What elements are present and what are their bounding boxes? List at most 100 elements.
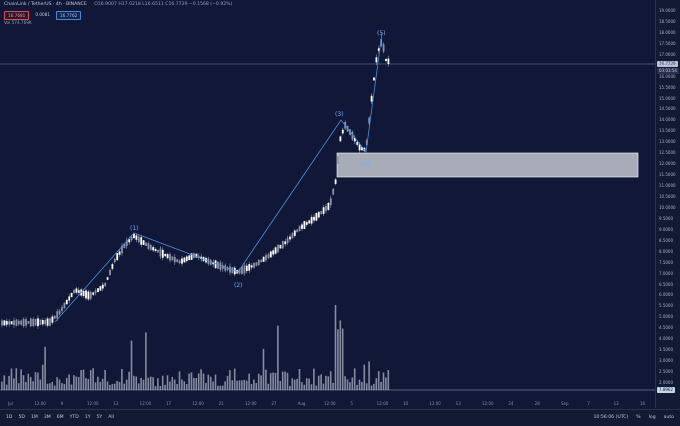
candle-body [269, 251, 272, 258]
volume-bar [260, 375, 262, 390]
bottom-toolbar: 1D 5D 1M 3M 6M YTD 1Y 5Y All 10:56:06 (UTC) % lo… [0, 409, 680, 426]
volume-bar [341, 328, 344, 390]
time-tick: 12:00 [245, 401, 257, 406]
volume-bar [61, 383, 63, 390]
volume-bar [205, 382, 207, 390]
range-button-5y[interactable]: 5Y [96, 415, 103, 420]
volume-bar [171, 377, 174, 390]
volume-bar [53, 385, 56, 390]
volume-bar [154, 385, 157, 390]
volume-bar [255, 382, 258, 390]
chart-area[interactable]: (1) (2) (3) (4) (5) ChainLink / TetherUS… [0, 0, 655, 408]
price-tick: 4.5000 [659, 325, 673, 331]
candle-body [17, 320, 20, 325]
volume-bar [267, 383, 270, 390]
volume-bar [253, 379, 255, 390]
candle-body [310, 216, 313, 224]
candle-body [29, 318, 32, 327]
wave-label-1: (1) [130, 225, 139, 232]
volume-bar [279, 380, 282, 390]
range-button-5d[interactable]: 5D [18, 415, 25, 420]
volume-bar [173, 379, 176, 390]
volume-bar [233, 368, 236, 390]
volume-bar [322, 383, 325, 390]
price-tick: 9.0000 [659, 226, 673, 232]
volume-bar [332, 382, 334, 390]
volume-bar [51, 381, 54, 390]
candle-body [154, 248, 157, 251]
volume-bar [337, 329, 339, 390]
volume-bar [116, 380, 118, 390]
candle-body [296, 229, 299, 233]
range-button-3m[interactable]: 3M [43, 415, 51, 420]
candle-body [361, 146, 363, 151]
volume-bar [377, 371, 380, 390]
percent-toggle[interactable]: % [636, 415, 641, 420]
time-tick: 13 [455, 401, 461, 406]
volume-bar [380, 381, 382, 390]
time-tick: 12:00 [324, 401, 336, 406]
price-tick: 3.0000 [659, 358, 673, 364]
volume-bar [363, 364, 366, 390]
candlesticks [1, 37, 390, 329]
candle-body [63, 302, 66, 309]
sell-button[interactable]: 16.7681 [4, 11, 30, 20]
volume-bar [325, 375, 327, 390]
candle-body [262, 256, 265, 262]
candle-body [34, 319, 37, 326]
time-tick: 17 [166, 401, 172, 406]
volume-bar [159, 385, 162, 390]
price-tick: 11.5000 [659, 172, 676, 178]
volume-bar [209, 376, 212, 390]
auto-toggle[interactable]: auto [663, 415, 674, 420]
volume-bar [385, 377, 387, 390]
volume-bar [373, 383, 375, 390]
candle-body [334, 179, 337, 184]
volume-bar [101, 378, 104, 390]
range-button-all[interactable]: All [108, 415, 114, 420]
time-tick: 27 [271, 401, 277, 406]
volume-bar [303, 384, 306, 390]
price-tick: 3.5000 [659, 347, 673, 353]
range-button-1m[interactable]: 1M [30, 415, 38, 420]
volume-bar [353, 368, 356, 390]
volume-bar [164, 384, 166, 390]
range-button-1d[interactable]: 1D [6, 415, 13, 420]
time-tick: 12:00 [376, 401, 389, 406]
volume-bar [387, 369, 390, 390]
volume-bar [329, 371, 332, 390]
candle-body [169, 254, 171, 261]
candle-body [171, 256, 174, 261]
volume-bar [221, 385, 224, 390]
volume-bar [317, 375, 320, 390]
candle-body [217, 261, 219, 269]
candle-body [286, 237, 289, 244]
range-button-6m[interactable]: 6M [56, 415, 64, 420]
range-button-ytd[interactable]: YTD [69, 415, 79, 420]
volume-bar [94, 382, 97, 390]
time-axis[interactable]: Jul 12:00 9 12:00 13 12:00 17 12:00 21 12:00 27 Aug… [0, 400, 655, 408]
volume-bar [375, 378, 378, 390]
candle-body [197, 255, 200, 258]
candle-body [82, 290, 85, 296]
price-chart[interactable]: (1) (2) (3) (4) (5) [0, 0, 655, 408]
utc-clock[interactable]: 10:56:06 (UTC) [593, 415, 629, 420]
price-tick: 16.5000 [659, 62, 676, 68]
volume-bar [118, 381, 121, 390]
price-axis[interactable]: 16.7729 03:03:54 7.8962 19.0000 18.5000 18… [655, 0, 680, 408]
volume-tag: 7.8962 [657, 387, 675, 393]
candle-body [13, 320, 15, 326]
buy-button[interactable]: 16.7762 [55, 11, 82, 20]
volume-bar [152, 377, 154, 390]
log-toggle[interactable]: log [648, 415, 656, 420]
volume-bar [25, 381, 27, 390]
volume-label: Vol 574.769K [4, 20, 32, 25]
candle-body [274, 247, 277, 254]
volume-bar [46, 383, 49, 390]
candle-body [15, 319, 18, 326]
volume-bar [121, 368, 123, 390]
volume-bar [320, 374, 322, 390]
candle-body [111, 264, 114, 269]
range-button-1y[interactable]: 1Y [84, 415, 91, 420]
candle-body [221, 265, 224, 270]
